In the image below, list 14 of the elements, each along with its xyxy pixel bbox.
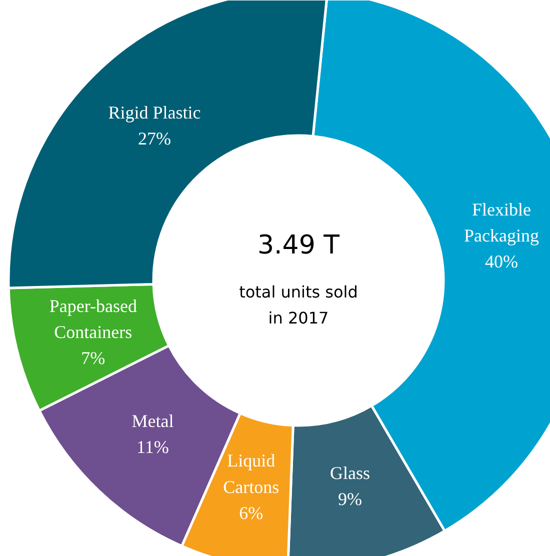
text: 3.49 T: [257, 230, 340, 261]
data-label: 7%: [81, 348, 106, 368]
slice-label: Flexible Packaging: [464, 199, 539, 246]
slice-label: Paper-based Containers: [49, 296, 137, 342]
data-label: 40%: [485, 252, 518, 272]
data-label: 6%: [239, 502, 264, 523]
data-label: 27%: [138, 128, 171, 148]
slice-label: Glass: [330, 462, 370, 483]
slice-label: Metal: [132, 410, 174, 431]
slice-label: Rigid Plastic: [108, 102, 201, 122]
data-label: 11%: [136, 437, 169, 458]
slice-label: Liquid Cartons: [223, 450, 280, 497]
data-label: 9%: [338, 488, 362, 509]
text: total units sold in 2017: [239, 282, 358, 328]
